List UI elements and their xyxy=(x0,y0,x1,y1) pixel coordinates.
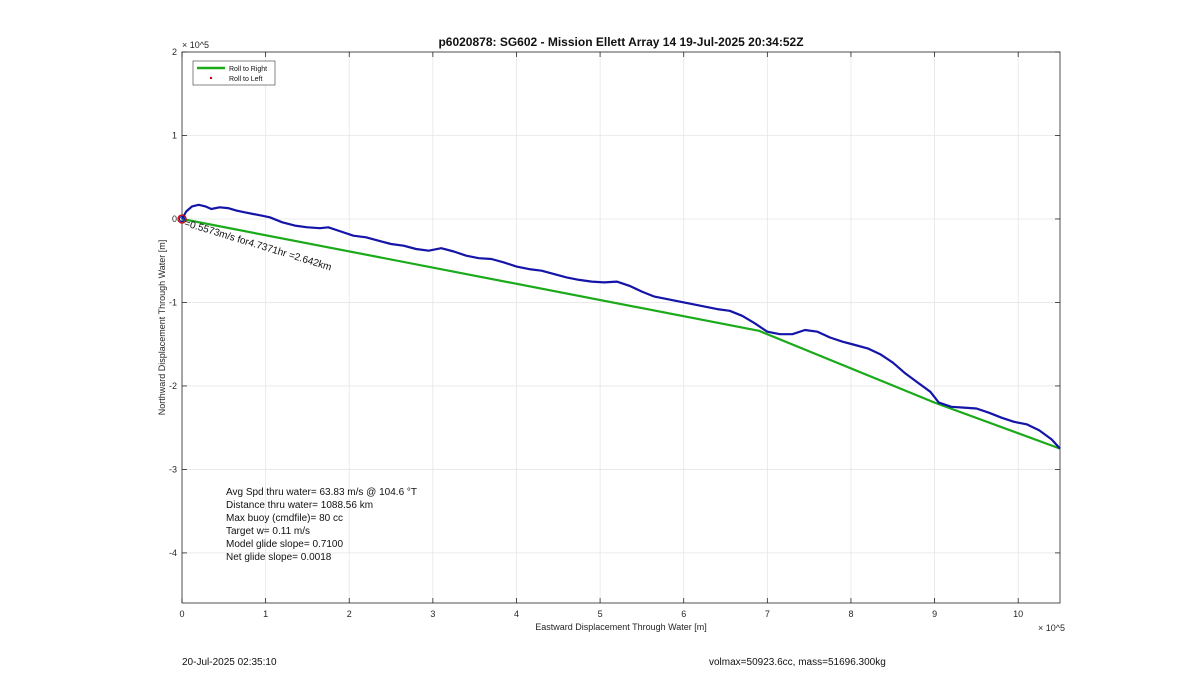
legend-label-roll-left: Roll to Left xyxy=(229,76,263,83)
start-circle-blue xyxy=(178,215,186,223)
legend-box xyxy=(192,60,276,86)
series-track-blue xyxy=(181,203,1061,450)
x-tick-label: 3 xyxy=(430,609,435,619)
y-tick-label: 0 xyxy=(172,214,177,224)
legend-label-roll-right: Roll to Right xyxy=(229,66,267,73)
legend: Roll to Right Roll to Left xyxy=(192,60,276,86)
stat-model-glide-slope: Model glide slope= 0.7100 xyxy=(226,539,343,550)
series xyxy=(181,203,1061,450)
footer-timestamp: 20-Jul-2025 02:35:10 xyxy=(182,657,277,668)
x-tick-label: 10 xyxy=(1013,609,1023,619)
series-line-green xyxy=(181,217,1061,450)
x-tick-label: 0 xyxy=(179,609,184,619)
x-tick-label: 2 xyxy=(347,609,352,619)
y-tick-label: -4 xyxy=(169,548,177,558)
footer-volmass: volmax=50923.6cc, mass=51696.300kg xyxy=(709,657,886,668)
stat-avg-speed: Avg Spd thru water= 63.83 m/s @ 104.6 °T xyxy=(226,487,417,498)
x-tick-label: 7 xyxy=(765,609,770,619)
stat-max-buoy: Max buoy (cmdfile)= 80 cc xyxy=(226,513,343,524)
x-tick-label: 5 xyxy=(598,609,603,619)
x-tick-label: 1 xyxy=(263,609,268,619)
y-tick-label: -2 xyxy=(169,381,177,391)
y-axis-exponent: × 10^5 xyxy=(182,40,209,50)
drift-annotation: =0.5573m/s for4.7371hr =2.642km xyxy=(183,218,333,273)
x-tick-label: 6 xyxy=(681,609,686,619)
x-tick-label: 9 xyxy=(932,609,937,619)
start-circle-red xyxy=(177,214,187,224)
chart-title: p6020878: SG602 - Mission Ellett Array 1… xyxy=(438,35,803,49)
start-marker xyxy=(177,214,187,224)
axes-box xyxy=(181,51,1061,604)
y-tick-label: 2 xyxy=(172,47,177,57)
x-axis-exponent: × 10^5 xyxy=(1038,623,1065,633)
x-tick-label: 8 xyxy=(848,609,853,619)
y-tick-label: -1 xyxy=(169,297,177,307)
stat-net-glide-slope: Net glide slope= 0.0018 xyxy=(226,552,332,563)
x-tick-label: 4 xyxy=(514,609,519,619)
stat-distance: Distance thru water= 1088.56 km xyxy=(226,500,373,511)
y-tick-label: -3 xyxy=(169,464,177,474)
x-axis-label: Eastward Displacement Through Water [m] xyxy=(535,622,707,632)
stats-block: Avg Spd thru water= 63.83 m/s @ 104.6 °T… xyxy=(226,487,417,563)
y-tick-label: 1 xyxy=(172,130,177,140)
y-axis-label: Northward Displacement Through Water [m] xyxy=(157,240,167,416)
stat-target-w: Target w= 0.11 m/s xyxy=(226,526,310,537)
legend-swatch-roll-left xyxy=(209,76,213,80)
